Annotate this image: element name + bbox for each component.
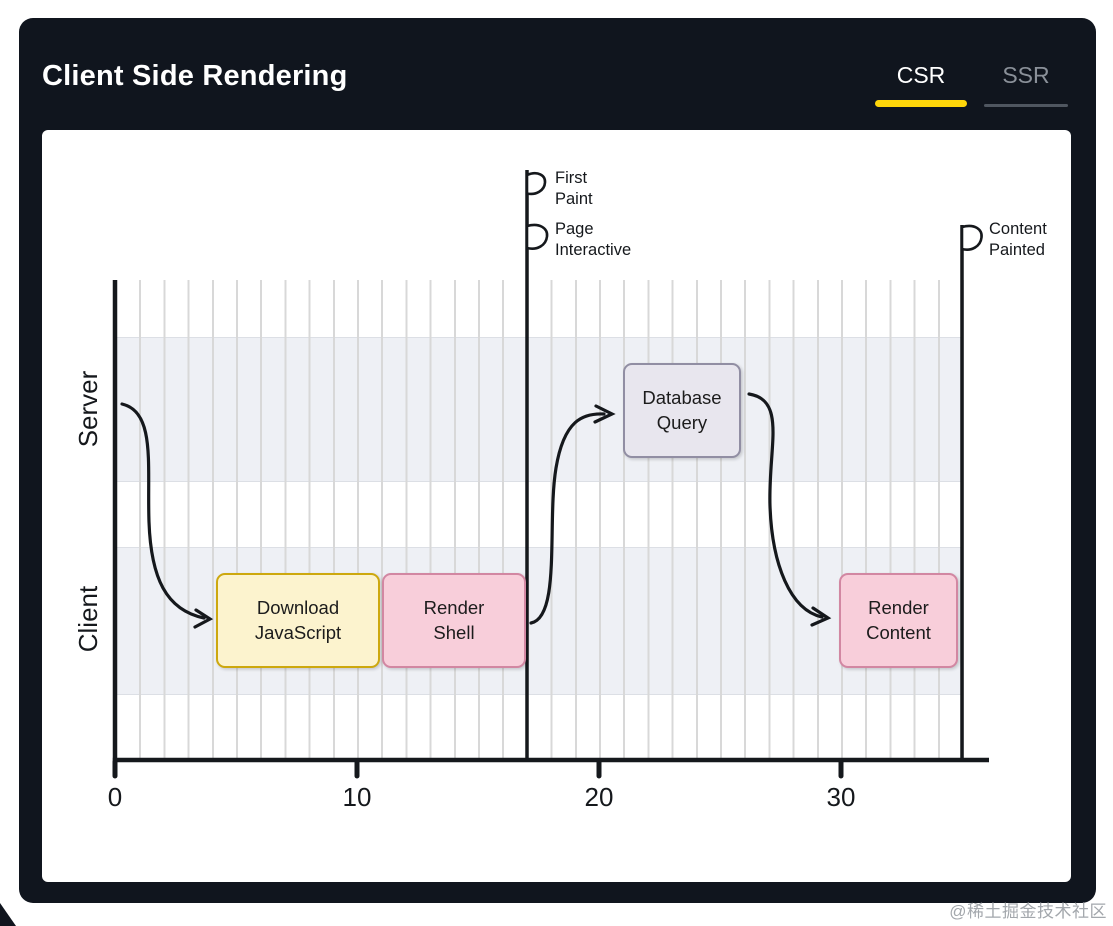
lane-label-server: Server [73,370,103,448]
tab-ssr[interactable]: SSR [984,62,1068,107]
milestone-label-page-interactive: Page Interactive [555,220,632,259]
page-corner-curl [0,903,16,926]
task-database-query: Database Query [623,363,741,458]
milestone-label-content-painted: Content Painted [989,220,1047,259]
diagram-drawing [112,170,989,779]
task-render-shell: Render Shell [382,573,526,668]
x-tick-label-0: 0 [107,782,123,812]
watermark: @稀土掘金技术社区 [949,902,1107,921]
arrow-render-shell-to-database-query [529,404,616,625]
flag-icon-page-interactive [525,223,549,250]
grid-lines [115,280,964,760]
tab-ssr-underline [984,104,1068,107]
milestone-label-first-paint: First Paint [555,169,593,208]
lane-label-client: Client [73,585,103,653]
flag-icon-first-paint [525,171,547,196]
flag-icon-content-painted [960,224,983,251]
page-title: Client Side Rendering [42,60,348,92]
task-download-javascript: Download JavaScript [216,573,380,668]
diagram-panel: Download JavaScript Render Shell Databas… [42,130,1071,882]
tab-csr-label: CSR [896,62,946,88]
x-tick-label-10: 10 [342,782,372,812]
x-tick-label-30: 30 [826,782,856,812]
arrow-start-to-download-js [120,402,214,629]
arrow-database-query-to-render-content [747,392,832,627]
x-tick-label-20: 20 [584,782,614,812]
task-render-content: Render Content [839,573,958,668]
rendering-card: Client Side Rendering CSR SSR [19,18,1096,903]
tab-ssr-label: SSR [1002,62,1050,88]
tab-csr-active-underline [875,100,967,107]
tab-csr[interactable]: CSR [875,62,967,107]
